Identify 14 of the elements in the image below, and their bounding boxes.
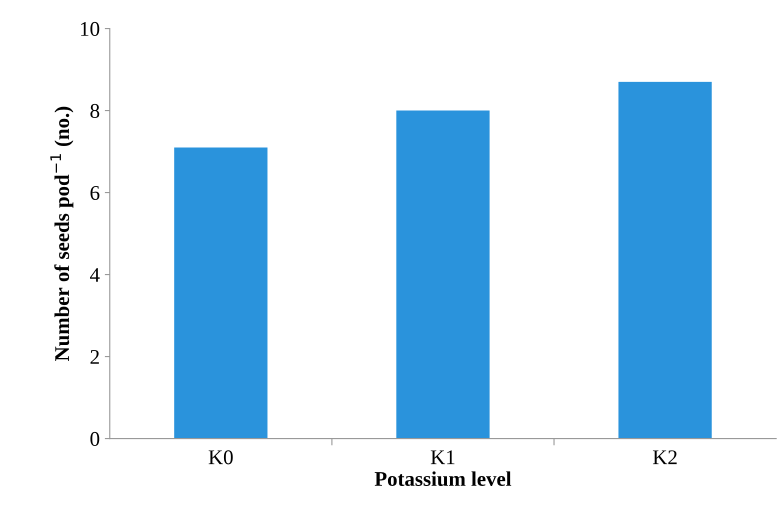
x-tick-label: K0 — [208, 450, 233, 464]
y-tick-label: 6 — [90, 186, 100, 200]
y-axis-title: Number of seeds pod$^{−1}$ (no.) — [50, 106, 74, 361]
x-axis-title: Potassium level — [374, 471, 512, 486]
bar — [618, 82, 712, 439]
y-tick-label: 8 — [90, 104, 100, 118]
bar — [396, 110, 490, 439]
x-tick-label: K1 — [430, 450, 454, 464]
y-tick-label: 10 — [81, 22, 100, 36]
y-tick-label: 0 — [90, 432, 100, 446]
x-tick-label: K2 — [652, 450, 677, 464]
y-tick-label: 4 — [90, 268, 100, 282]
bar — [174, 147, 268, 439]
y-tick-label: 2 — [90, 350, 99, 364]
